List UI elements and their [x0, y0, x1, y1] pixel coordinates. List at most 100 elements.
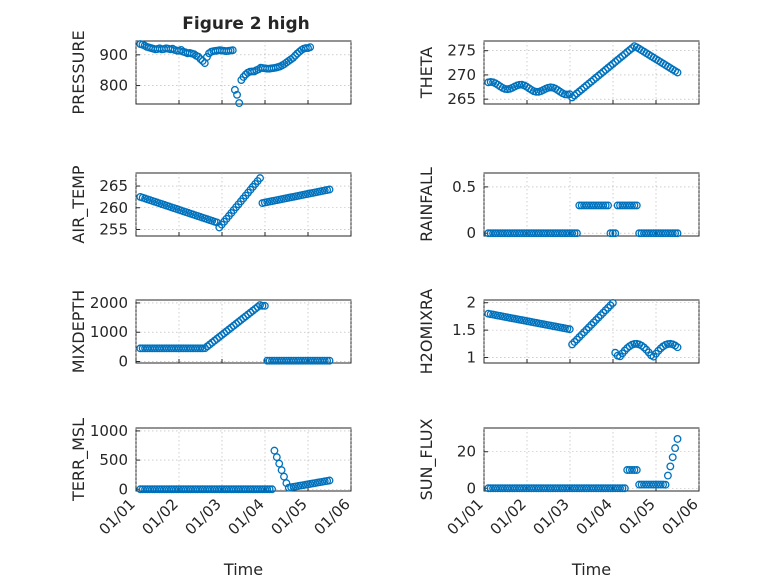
data-point	[606, 301, 615, 310]
data-point	[532, 87, 541, 96]
data-point	[596, 311, 605, 320]
data-point	[194, 52, 203, 61]
y-tick-label: 2	[466, 294, 476, 312]
x-axis-label: Time	[223, 560, 263, 579]
data-point	[608, 229, 617, 238]
data-point	[572, 229, 581, 238]
x-tick-label: 01/03	[182, 495, 225, 538]
data-point	[256, 174, 264, 183]
data-point	[587, 320, 596, 329]
data-point	[575, 333, 584, 342]
data-point	[592, 73, 601, 82]
x-tick-label: 01/06	[311, 495, 354, 538]
y-tick-label: 0	[118, 480, 128, 498]
data-point	[323, 356, 332, 365]
data-point	[596, 69, 605, 78]
axes-box	[483, 299, 700, 364]
data-point	[616, 54, 624, 62]
data-point	[611, 229, 620, 238]
data-point	[575, 87, 584, 96]
data-point	[572, 89, 581, 98]
y-tick-label: 1	[466, 349, 476, 367]
data-point	[668, 229, 677, 238]
y-tick-label: 2000	[90, 294, 128, 312]
data-point	[198, 344, 207, 353]
data-point	[280, 472, 288, 481]
data-point	[577, 330, 586, 339]
data-point	[671, 444, 680, 453]
data-point	[233, 90, 241, 99]
data-point	[289, 53, 297, 62]
data-point	[570, 91, 579, 100]
data-point	[239, 73, 248, 81]
data-point	[663, 471, 672, 480]
data-point	[572, 335, 581, 344]
y-axis-label: PRESSURE	[69, 30, 88, 114]
y-tick-label: 270	[447, 66, 476, 84]
data-point	[230, 85, 239, 94]
subplot-pressure: 800 900 PRESSURE	[69, 30, 352, 115]
data-point	[673, 435, 682, 443]
x-tick-label: 01/01	[444, 495, 487, 538]
data-point	[263, 485, 272, 494]
data-point	[589, 75, 598, 84]
data-point	[620, 346, 629, 355]
data-point	[177, 45, 186, 54]
y-axis-label: H2OMIXRA	[417, 289, 436, 375]
data-point	[620, 50, 629, 59]
data-point	[604, 63, 612, 72]
subplot-theta: 265 270 275 THETA	[417, 40, 700, 108]
axes-box	[483, 427, 700, 492]
x-tick-label: 01/04	[573, 495, 616, 538]
x-tick-label: 01/03	[530, 495, 573, 538]
subplot-grid: 800 900 PRESSURE 265 270 275 THETA 255 260 265 AIR…	[69, 30, 702, 579]
y-tick-label: 0	[466, 479, 476, 497]
data-point	[599, 67, 608, 76]
data-point	[568, 340, 577, 349]
y-tick-label: 1000	[90, 323, 128, 341]
data-point	[628, 201, 636, 210]
y-tick-label: 900	[99, 46, 128, 64]
data-point	[623, 48, 632, 57]
y-axis-label: MIXDEPTH	[69, 290, 88, 373]
data-point	[587, 77, 596, 86]
data-point	[599, 201, 608, 210]
x-tick-label: 01/05	[616, 495, 659, 538]
x-axis-label: Time	[571, 560, 611, 579]
y-tick-label: 265	[447, 90, 476, 108]
data-point	[205, 49, 214, 58]
x-tick-label: 01/06	[659, 495, 702, 538]
data-point	[618, 484, 627, 493]
data-point	[671, 229, 680, 238]
data-point	[608, 59, 617, 68]
data-point	[325, 185, 334, 194]
y-tick-label: 275	[447, 42, 476, 60]
subplot-terr_msl: 0 500 1000 01/01 01/02 01/03 01/04 01/05 01/06 TE…	[69, 418, 354, 579]
data-point	[577, 85, 586, 94]
data-point	[618, 52, 627, 60]
data-point	[270, 446, 279, 455]
data-point	[628, 466, 636, 474]
data-point	[630, 340, 639, 348]
y-tick-label: 255	[99, 220, 128, 238]
data-point	[666, 462, 675, 471]
data-point	[196, 344, 205, 353]
data-point	[268, 485, 276, 494]
y-tick-label: 265	[99, 177, 128, 195]
data-point	[565, 325, 574, 334]
data-point	[592, 316, 601, 324]
data-point	[258, 301, 267, 310]
data-point	[515, 80, 524, 89]
x-tick-label: 01/02	[487, 495, 530, 538]
data-point	[265, 485, 274, 494]
data-point	[235, 99, 244, 108]
data-point	[260, 301, 269, 310]
data-point	[659, 480, 668, 489]
figure-title: Figure 2 high	[182, 14, 310, 34]
data-point	[282, 479, 291, 488]
data-point	[580, 83, 589, 92]
data-point	[584, 79, 593, 88]
data-point	[291, 51, 300, 60]
data-point	[620, 484, 629, 493]
y-axis-label: THETA	[417, 47, 436, 99]
